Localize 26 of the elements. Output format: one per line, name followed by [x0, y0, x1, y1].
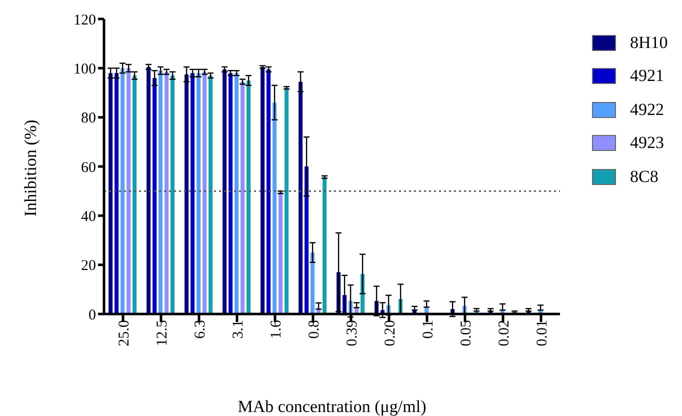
y-tick-label: 20	[81, 258, 96, 274]
x-tick-label: 0.05	[458, 320, 475, 346]
x-tick-label: 0.01	[534, 320, 551, 346]
legend-label: 4923	[630, 133, 664, 154]
x-tick-label: 0.02	[496, 320, 513, 346]
x-tick-label: 0.8	[306, 320, 323, 339]
x-tick-label: 12.5	[154, 320, 171, 346]
x-tick-label: 3.1	[230, 320, 247, 339]
legend-label: 4921	[630, 66, 664, 86]
y-tick-label: 120	[74, 12, 96, 28]
legend-label: 4922	[630, 100, 664, 120]
x-tick-label: 0.39	[344, 320, 361, 346]
x-tick-label: 6.3	[192, 320, 209, 339]
legend-label: 8H10	[630, 32, 668, 53]
y-tick-label: 40	[81, 208, 96, 225]
y-tick-label: 0	[88, 307, 96, 324]
x-tick-label: 25.0	[116, 320, 133, 346]
y-axis-title: Inhibition (%)	[21, 120, 40, 216]
x-tick-label: 1.6	[268, 320, 285, 339]
y-tick-label: 80	[81, 110, 96, 127]
x-axis-title: MAb concentration (μg/ml)	[238, 397, 426, 416]
x-tick-label: 0.20	[382, 320, 399, 346]
y-tick-label: 100	[74, 61, 96, 78]
legend-label: 8C8	[630, 166, 658, 187]
x-tick-label: 0.1	[420, 320, 437, 339]
y-tick-label: 60	[81, 160, 96, 176]
